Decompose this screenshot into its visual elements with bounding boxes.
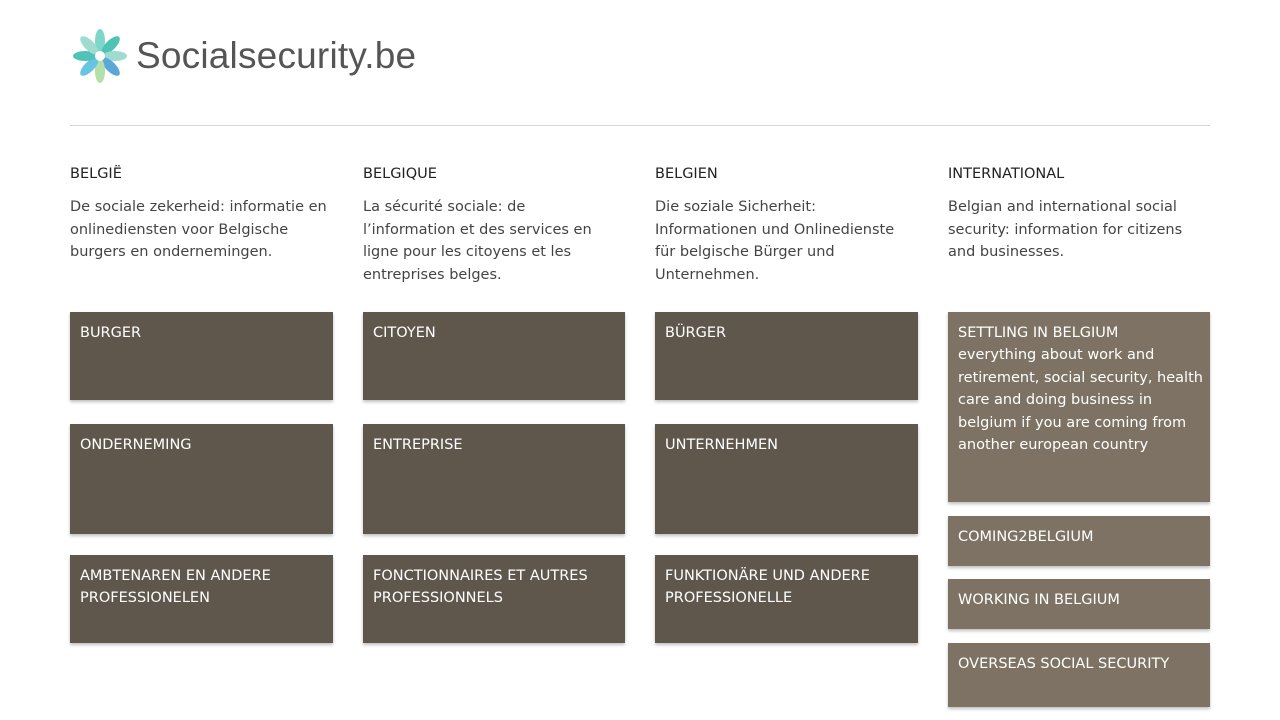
tile-buerger-title[interactable]: BÜRGER: [665, 325, 727, 341]
tile-citoyen[interactable]: CITOYEN: [363, 312, 625, 400]
tile-unternehmen-title[interactable]: UNTERNEHMEN: [665, 437, 778, 453]
logo-flower-icon[interactable]: [70, 26, 130, 86]
column-international: INTERNATIONAL Belgian and international …: [948, 162, 1228, 264]
tile-entreprise-title[interactable]: ENTREPRISE: [373, 437, 463, 453]
tile-citoyen-title[interactable]: CITOYEN: [373, 325, 436, 341]
tile-burger-title[interactable]: BURGER: [80, 325, 142, 341]
tile-fonctionnaires[interactable]: FONCTIONNAIRES ET AUTRES PROFESSIONNELS: [363, 555, 625, 643]
tile-burger[interactable]: BURGER: [70, 312, 333, 400]
tile-overseas-title[interactable]: OVERSEAS SOCIAL SECURITY: [958, 656, 1170, 672]
intro-nl: De sociale zekerheid: informatie en onli…: [70, 199, 327, 260]
tile-coming2belgium[interactable]: COMING2BELGIUM: [948, 516, 1210, 566]
intro-fr: La sécurité sociale: de l’information et…: [363, 199, 592, 283]
column-nl: BELGIË De sociale zekerheid: informatie …: [70, 162, 350, 264]
tile-unternehmen[interactable]: UNTERNEHMEN: [655, 424, 918, 534]
tile-entreprise[interactable]: ENTREPRISE: [363, 424, 625, 534]
tile-fonctionnaires-title[interactable]: FONCTIONNAIRES ET AUTRES PROFESSIONNELS: [373, 568, 588, 606]
tile-settling-in-belgium[interactable]: SETTLING IN BELGIUM everything about wor…: [948, 312, 1210, 502]
tile-working-in-belgium[interactable]: WORKING IN BELGIUM: [948, 579, 1210, 629]
tile-funktionaere-title[interactable]: FUNKTIONÄRE UND ANDERE PROFESSIONELLE: [665, 568, 870, 606]
intro-international: Belgian and international social securit…: [948, 199, 1183, 260]
column-fr: BELGIQUE La sécurité sociale: de l’infor…: [363, 162, 643, 286]
tile-funktionaere[interactable]: FUNKTIONÄRE UND ANDERE PROFESSIONELLE: [655, 555, 918, 643]
column-de: BELGIEN Die soziale Sicherheit: Informat…: [655, 162, 935, 286]
tile-buerger[interactable]: BÜRGER: [655, 312, 918, 400]
tile-onderneming[interactable]: ONDERNEMING: [70, 424, 333, 534]
site-header: Socialsecurity.be: [70, 26, 416, 86]
header-divider: [70, 125, 1210, 126]
tile-onderneming-title[interactable]: ONDERNEMING: [80, 437, 192, 453]
site-logo-text[interactable]: Socialsecurity.be: [136, 35, 417, 76]
tile-ambtenaren-title[interactable]: AMBTENAREN EN ANDERE PROFESSIONELEN: [80, 568, 271, 606]
heading-belgie[interactable]: BELGIË: [70, 166, 122, 182]
heading-belgique[interactable]: BELGIQUE: [363, 166, 437, 182]
tile-working-title[interactable]: WORKING IN BELGIUM: [958, 592, 1120, 608]
tile-settling-title[interactable]: SETTLING IN BELGIUM: [958, 325, 1119, 341]
heading-international[interactable]: INTERNATIONAL: [948, 166, 1065, 182]
intro-de: Die soziale Sicherheit: Informationen un…: [655, 199, 895, 283]
tile-coming2belgium-title[interactable]: COMING2BELGIUM: [958, 529, 1094, 545]
tile-overseas-social-security[interactable]: OVERSEAS SOCIAL SECURITY: [948, 643, 1210, 707]
tile-ambtenaren[interactable]: AMBTENAREN EN ANDERE PROFESSIONELEN: [70, 555, 333, 643]
tile-settling-description: everything about work and retirement, so…: [958, 347, 1203, 453]
heading-belgien[interactable]: BELGIEN: [655, 166, 718, 182]
